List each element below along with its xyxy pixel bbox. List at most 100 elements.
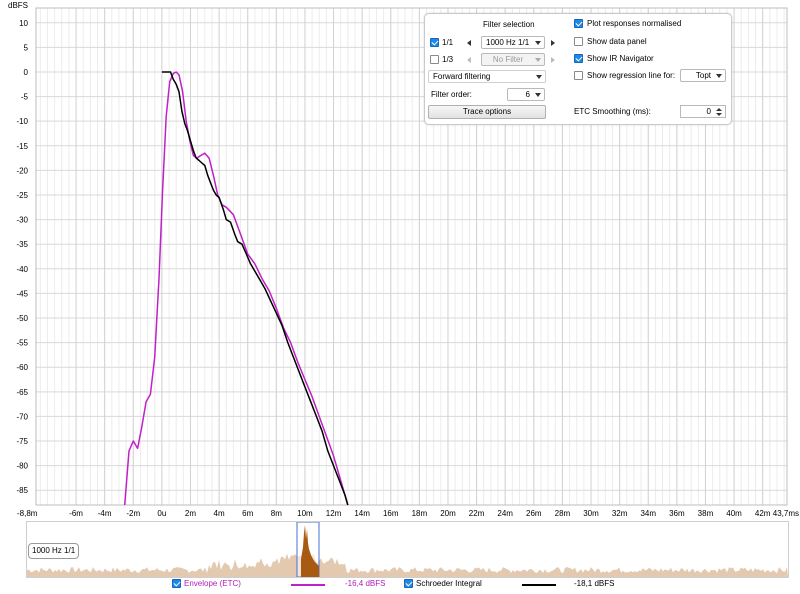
y-tick-label: -75 xyxy=(16,437,28,446)
show-regression-label: Show regression line for: xyxy=(587,71,676,80)
y-tick-label: -25 xyxy=(16,191,28,200)
show-data-panel-label: Show data panel xyxy=(587,37,647,46)
etc-smoothing-value: 0 xyxy=(706,107,711,116)
x-tick-label: 22m xyxy=(469,509,485,518)
filter-1-3-prev-arrow-icon[interactable] xyxy=(467,57,471,63)
y-tick-label: -80 xyxy=(16,462,28,471)
chevron-down-icon xyxy=(716,74,722,78)
x-tick-label: -8,8m xyxy=(17,509,38,518)
plot-normalised-checkbox[interactable] xyxy=(574,19,583,28)
filter-order-combo[interactable]: 6 xyxy=(507,88,545,101)
envelope-etc-checkbox[interactable] xyxy=(172,579,181,588)
schroeder-integral-checkbox[interactable] xyxy=(404,579,413,588)
y-tick-label: 10 xyxy=(19,19,28,28)
y-tick-label: -10 xyxy=(16,117,28,126)
x-tick-label: 30m xyxy=(583,509,599,518)
x-tick-label: -4m xyxy=(98,509,112,518)
x-tick-label: 28m xyxy=(555,509,571,518)
regression-combo[interactable]: Topt xyxy=(680,69,726,82)
filter-selection-label: Filter selection xyxy=(483,20,535,29)
x-tick-label: 42m xyxy=(755,509,771,518)
show-ir-navigator-label: Show IR Navigator xyxy=(587,54,654,63)
schroeder-legend-swatch xyxy=(522,584,556,586)
filter-1-1-label: 1/1 xyxy=(442,38,454,47)
y-tick-label: -35 xyxy=(16,240,28,249)
y-tick-label: -45 xyxy=(16,289,28,298)
ir-navigator-filter-label: 1000 Hz 1/1 xyxy=(28,543,80,559)
plot-frame xyxy=(35,7,788,506)
envelope-legend-swatch xyxy=(291,584,325,586)
y-tick-label: -70 xyxy=(16,412,28,421)
show-data-panel-checkbox[interactable] xyxy=(574,37,583,46)
filter-1-3-checkbox[interactable] xyxy=(430,55,439,64)
x-tick-label: 24m xyxy=(497,509,513,518)
navigator-waveform-fill xyxy=(27,553,788,577)
x-tick-label: 2m xyxy=(185,509,196,518)
spin-up-icon[interactable] xyxy=(716,108,722,111)
forward-filtering-combo[interactable]: Forward filtering xyxy=(428,70,546,83)
schroeder-integral-legend-label: Schroeder Integral xyxy=(416,579,482,588)
show-ir-navigator-checkbox[interactable] xyxy=(574,54,583,63)
x-tick-label: 14m xyxy=(354,509,370,518)
spin-down-icon[interactable] xyxy=(716,113,722,116)
y-axis-unit-label: dBFS xyxy=(8,1,29,10)
schroeder-integral-line xyxy=(161,71,349,506)
regression-value: Topt xyxy=(695,71,711,80)
filter-1-3-combo-value: No Filter xyxy=(492,55,524,64)
ir-navigator-waveform xyxy=(27,522,788,577)
filter-1-3-combo[interactable]: No Filter xyxy=(481,53,545,66)
y-tick-label: -40 xyxy=(16,265,28,274)
filter-1-3-next-arrow-icon[interactable] xyxy=(551,57,555,63)
y-tick-label: -30 xyxy=(16,216,28,225)
x-tick-label: 6m xyxy=(242,509,253,518)
x-tick-label: 10m xyxy=(297,509,313,518)
controls-panel: Filter selection 1/1 1000 Hz 1/1 1/3 No … xyxy=(424,13,732,125)
x-tick-label: 32m xyxy=(612,509,628,518)
y-tick-label: -20 xyxy=(16,166,28,175)
x-tick-label: 36m xyxy=(669,509,685,518)
x-tick-label: 20m xyxy=(440,509,456,518)
filter-next-arrow-icon[interactable] xyxy=(551,40,555,46)
chevron-down-icon xyxy=(535,93,541,97)
y-tick-label: -55 xyxy=(16,339,28,348)
x-tick-label: 0u xyxy=(157,509,166,518)
y-tick-label: 0 xyxy=(24,68,29,77)
ir-navigator[interactable] xyxy=(26,521,789,578)
chevron-down-icon xyxy=(535,58,541,62)
filter-1-1-combo-value: 1000 Hz 1/1 xyxy=(486,38,530,47)
etc-plot-area[interactable]: 10 5 0 -5 -10 -15 -20 -25 -30 -35 -40 -45 -50 -55 -60 -… xyxy=(0,0,800,520)
envelope-etc-legend-label: Envelope (ETC) xyxy=(184,579,241,588)
x-tick-label: 16m xyxy=(383,509,399,518)
filter-prev-arrow-icon[interactable] xyxy=(467,40,471,46)
x-tick-label: 38m xyxy=(698,509,714,518)
x-tick-label: 4m xyxy=(214,509,225,518)
filter-1-1-checkbox[interactable] xyxy=(430,38,439,47)
filter-order-label: Filter order: xyxy=(431,90,472,99)
x-tick-label: 26m xyxy=(526,509,542,518)
x-tick-label: 18m xyxy=(412,509,428,518)
x-tick-label: 34m xyxy=(640,509,656,518)
x-tick-label: 40m xyxy=(726,509,742,518)
x-tick-label: 43,7ms xyxy=(773,509,799,518)
filter-1-3-label: 1/3 xyxy=(442,55,454,64)
y-tick-label: 5 xyxy=(24,43,29,52)
etc-smoothing-spinner[interactable]: 0 xyxy=(680,105,726,118)
filter-order-value: 6 xyxy=(525,90,530,99)
x-tick-label: 12m xyxy=(326,509,342,518)
y-tick-label: -5 xyxy=(21,93,29,102)
envelope-etc-value: -16,4 dBFS xyxy=(345,579,386,588)
envelope-etc-line xyxy=(123,71,349,506)
schroeder-integral-value: -18,1 dBFS xyxy=(574,579,615,588)
chevron-down-icon xyxy=(536,75,542,79)
trace-options-button[interactable]: Trace options xyxy=(428,105,546,119)
show-regression-checkbox[interactable] xyxy=(574,71,583,80)
forward-filtering-value: Forward filtering xyxy=(433,72,491,81)
x-tick-label: -2m xyxy=(126,509,140,518)
x-tick-label: 8m xyxy=(271,509,282,518)
filter-1-1-combo[interactable]: 1000 Hz 1/1 xyxy=(481,36,545,49)
x-tick-label: -6m xyxy=(69,509,83,518)
y-tick-label: -50 xyxy=(16,314,28,323)
y-tick-label: -65 xyxy=(16,388,28,397)
navigator-peak xyxy=(301,525,319,577)
chevron-down-icon xyxy=(535,41,541,45)
